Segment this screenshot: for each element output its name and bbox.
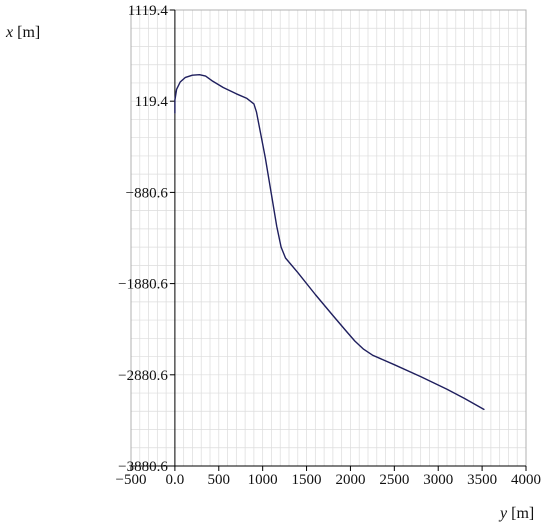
y-tick-label: −2880.6 xyxy=(118,368,168,384)
x-tick-label: 500 xyxy=(208,472,231,488)
y-axis-label-unit: [m] xyxy=(13,24,40,41)
y-tick-label: −3880.6 xyxy=(118,459,168,475)
y-tick-label: −880.6 xyxy=(126,185,169,201)
x-tick-label: 1500 xyxy=(292,472,322,488)
grid xyxy=(130,9,527,467)
trajectory-line xyxy=(174,74,485,411)
x-tick-label: 3000 xyxy=(423,472,453,488)
y-axis-label: x [m] xyxy=(5,24,40,41)
ticks: −500 0.0 500 1000 1500 2000 2500 3000 3500 4000 11… xyxy=(116,3,541,488)
plot-frame xyxy=(130,9,527,467)
y-tick-label: 1119.4 xyxy=(128,3,169,19)
axes xyxy=(131,10,526,467)
x-tick-label: 2000 xyxy=(335,472,365,488)
x-tick-label: 1000 xyxy=(248,472,278,488)
x-axis-label: y [m] xyxy=(498,505,534,522)
x-axis-label-var: y xyxy=(498,505,508,522)
x-tick-label: 2500 xyxy=(379,472,409,488)
x-axis-label-unit: [m] xyxy=(507,505,534,522)
x-tick-label: −500 xyxy=(116,472,147,488)
x-tick-label: 4000 xyxy=(511,472,541,488)
y-tick-label: 119.4 xyxy=(135,94,169,110)
x-tick-label: 3500 xyxy=(467,472,497,488)
y-tick-label: −1880.6 xyxy=(118,277,168,293)
y-axis-label-var: x xyxy=(5,24,13,41)
x-tick-label: 0.0 xyxy=(166,472,185,488)
